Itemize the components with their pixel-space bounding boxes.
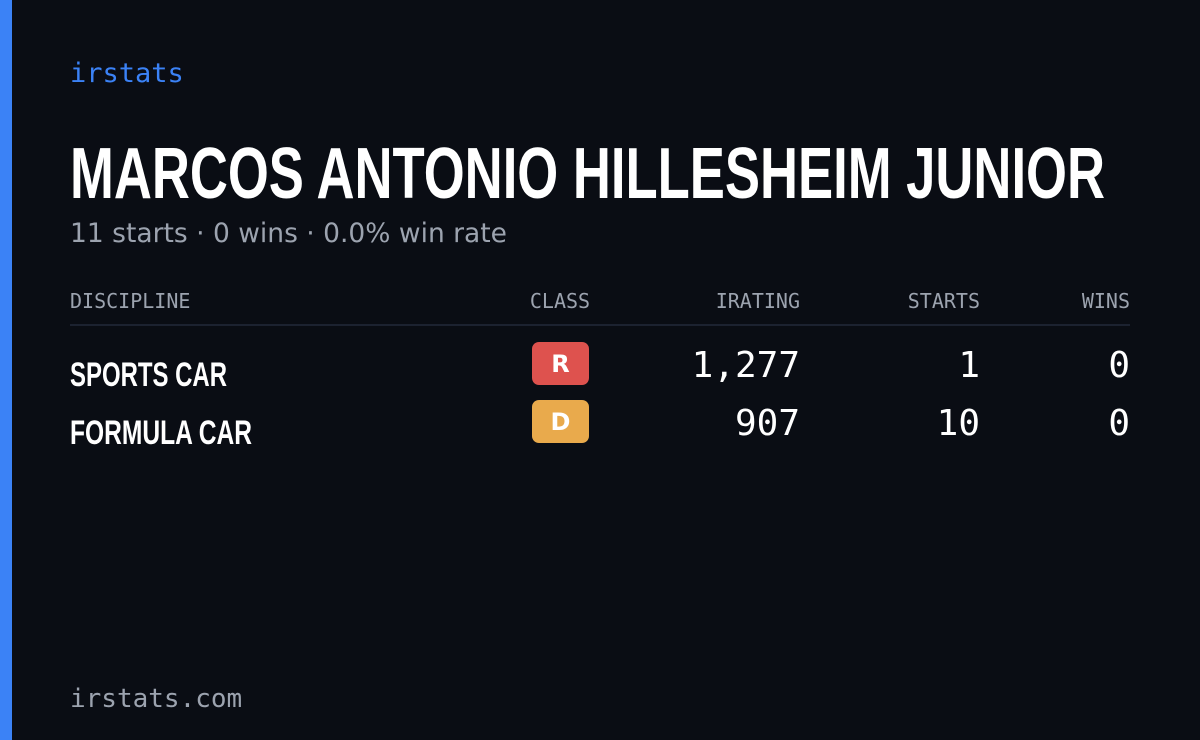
header-cell: STARTS [908,289,980,313]
class-letter: D [551,408,571,436]
discipline: SPORTS CAR [70,356,227,394]
title: MARCOS ANTONIO HILLESHEIM JUNIOR [70,134,1105,214]
brand: irstats [70,58,184,89]
wins: 0 [1108,345,1130,386]
discipline: FORMULA CAR [70,414,252,452]
header-cell: IRATING [716,289,800,313]
class-letter: R [551,350,569,378]
irating: 1,277 [692,345,800,386]
subtitle: 11 starts · 0 wins · 0.0% win rate [70,218,507,249]
wins: 0 [1108,403,1130,444]
irating: 907 [735,403,800,444]
accent-bar [0,0,12,740]
starts: 10 [937,403,980,444]
starts: 1 [958,345,980,386]
header-cell: DISCIPLINE [70,289,190,313]
footer: irstats.com [70,684,242,714]
header-cell: WINS [1082,289,1130,313]
class-badge [532,400,589,443]
table-header: DISCIPLINE CLASS IRATING STARTS WINS [70,289,1130,313]
header-cell: CLASS [530,289,590,313]
class-badge [532,342,589,385]
